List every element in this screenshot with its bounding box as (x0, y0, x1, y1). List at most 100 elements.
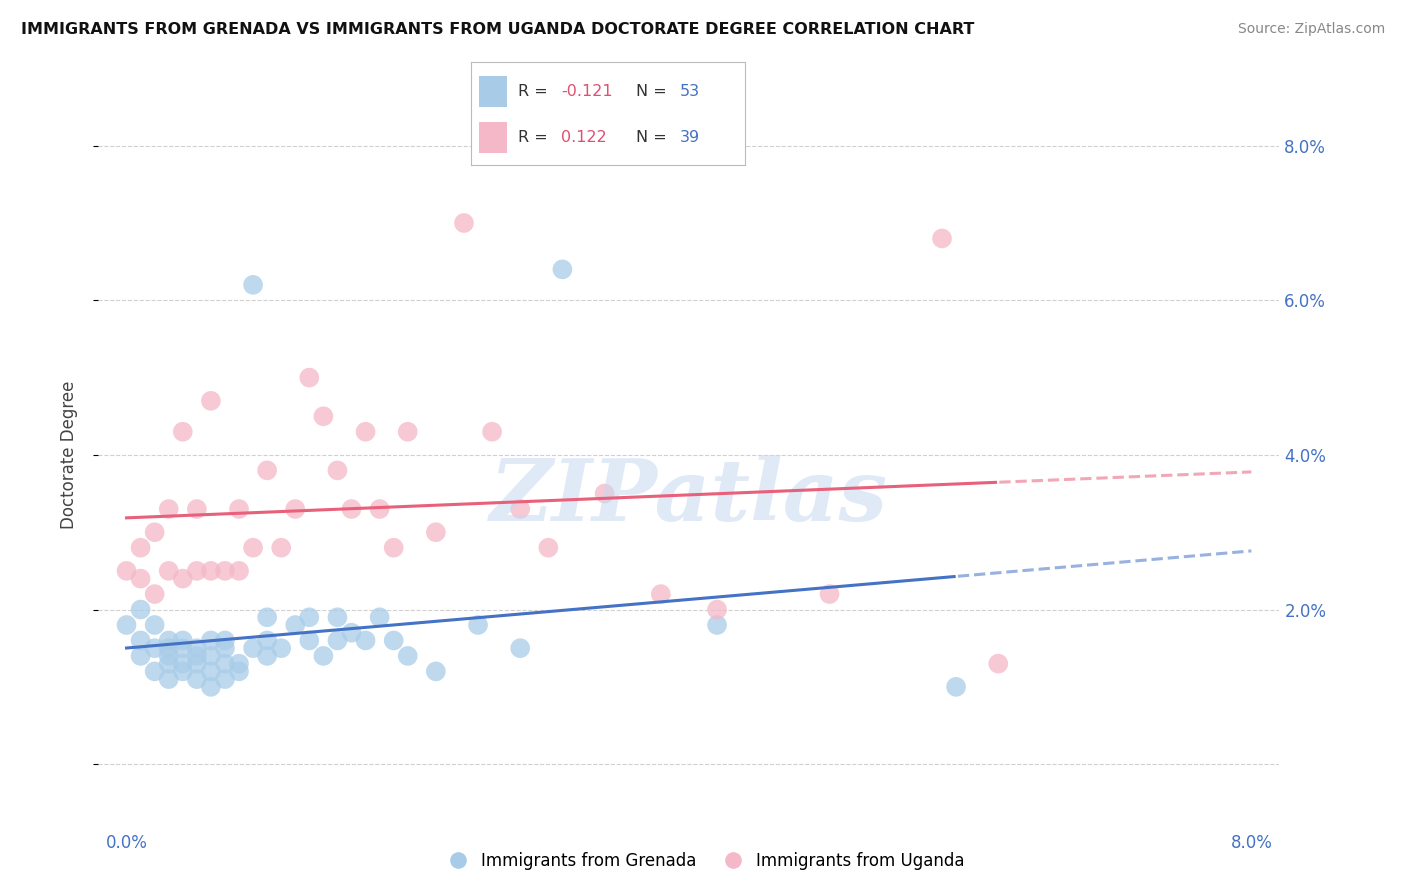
Point (706, 618, 728, 632)
Point (214, 641, 236, 656)
Point (200, 393, 222, 408)
Point (593, 486, 616, 500)
Bar (479, 122, 506, 153)
Point (354, 633, 377, 648)
Point (172, 633, 194, 648)
Text: 8.0%: 8.0% (1230, 834, 1272, 852)
Text: ZIPatlas: ZIPatlas (489, 455, 889, 539)
Point (214, 657, 236, 671)
Text: 0.0%: 0.0% (105, 834, 148, 852)
Point (157, 641, 180, 656)
Point (157, 648, 180, 663)
Point (214, 564, 236, 578)
Point (650, 587, 672, 601)
Point (481, 425, 503, 439)
Point (186, 672, 208, 686)
Text: -0.121: -0.121 (561, 84, 613, 99)
Point (340, 625, 363, 640)
Y-axis label: Doctorate Degree: Doctorate Degree (59, 381, 77, 529)
Point (157, 633, 180, 648)
Point (987, 657, 1010, 671)
Point (284, 618, 307, 632)
Point (312, 409, 335, 424)
Point (228, 564, 250, 578)
Point (172, 641, 194, 656)
Point (509, 641, 531, 656)
Point (256, 463, 278, 477)
Text: N =: N = (636, 84, 672, 99)
Point (129, 572, 152, 586)
Point (115, 564, 138, 578)
Point (129, 633, 152, 648)
Point (256, 633, 278, 648)
Point (200, 665, 222, 679)
Point (818, 587, 841, 601)
Point (186, 641, 208, 656)
Point (129, 648, 152, 663)
Point (368, 610, 391, 624)
Point (354, 425, 377, 439)
Point (945, 680, 967, 694)
Point (186, 657, 208, 671)
Point (143, 525, 166, 540)
Point (368, 502, 391, 516)
Point (242, 277, 264, 292)
Point (157, 672, 180, 686)
Text: 0.122: 0.122 (561, 130, 607, 145)
Point (172, 665, 194, 679)
Point (242, 541, 264, 555)
Point (143, 665, 166, 679)
Point (382, 541, 405, 555)
Text: R =: R = (517, 84, 553, 99)
Point (298, 633, 321, 648)
Point (143, 587, 166, 601)
Point (200, 680, 222, 694)
Point (326, 610, 349, 624)
Bar (479, 76, 506, 106)
Point (396, 425, 419, 439)
Point (340, 502, 363, 516)
Legend: Immigrants from Grenada, Immigrants from Uganda: Immigrants from Grenada, Immigrants from… (434, 846, 972, 877)
Point (467, 618, 489, 632)
Point (129, 602, 152, 616)
Point (509, 502, 531, 516)
Point (270, 641, 292, 656)
Point (115, 618, 138, 632)
Point (537, 541, 560, 555)
Point (706, 602, 728, 616)
Point (143, 618, 166, 632)
Point (143, 641, 166, 656)
Point (298, 610, 321, 624)
Point (214, 672, 236, 686)
Text: N =: N = (636, 130, 672, 145)
Point (931, 231, 953, 245)
Point (256, 610, 278, 624)
Point (298, 370, 321, 384)
Point (551, 262, 574, 277)
Point (256, 648, 278, 663)
Point (200, 564, 222, 578)
Point (172, 657, 194, 671)
Text: 39: 39 (679, 130, 700, 145)
Text: R =: R = (517, 130, 558, 145)
Point (186, 648, 208, 663)
Point (129, 541, 152, 555)
Point (396, 648, 419, 663)
Point (200, 633, 222, 648)
Point (186, 502, 208, 516)
Text: 53: 53 (679, 84, 700, 99)
Point (157, 502, 180, 516)
Point (200, 648, 222, 663)
Point (242, 641, 264, 656)
Point (425, 665, 447, 679)
Point (157, 564, 180, 578)
Point (172, 425, 194, 439)
Point (228, 665, 250, 679)
Point (186, 564, 208, 578)
Point (172, 572, 194, 586)
Text: IMMIGRANTS FROM GRENADA VS IMMIGRANTS FROM UGANDA DOCTORATE DEGREE CORRELATION C: IMMIGRANTS FROM GRENADA VS IMMIGRANTS FR… (21, 22, 974, 37)
Point (228, 657, 250, 671)
Point (425, 525, 447, 540)
Point (326, 463, 349, 477)
Text: Source: ZipAtlas.com: Source: ZipAtlas.com (1237, 22, 1385, 37)
